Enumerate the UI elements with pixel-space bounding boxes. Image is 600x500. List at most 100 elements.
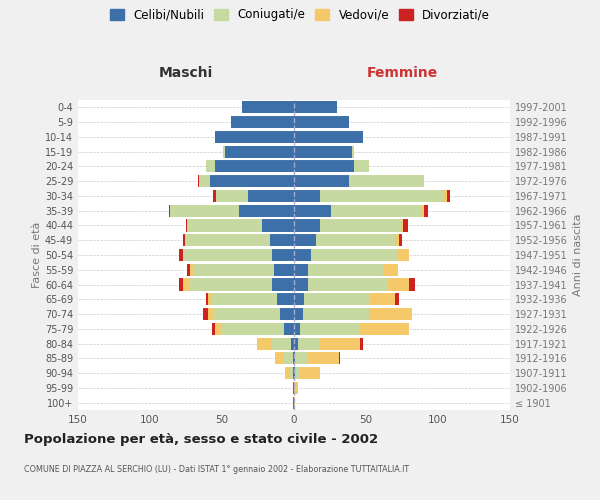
- Bar: [179, 278, 183, 290]
- Bar: [212, 323, 215, 335]
- Bar: [360, 323, 409, 335]
- Bar: [257, 338, 271, 349]
- Bar: [308, 278, 388, 290]
- Bar: [271, 338, 291, 349]
- Bar: [215, 323, 221, 335]
- Bar: [320, 220, 401, 232]
- Bar: [203, 308, 208, 320]
- Bar: [286, 367, 290, 379]
- Bar: [409, 278, 415, 290]
- Bar: [399, 234, 402, 246]
- Bar: [183, 278, 189, 290]
- Bar: [294, 323, 300, 335]
- Bar: [290, 367, 293, 379]
- Bar: [274, 264, 294, 276]
- Bar: [294, 204, 331, 217]
- Bar: [187, 220, 262, 232]
- Bar: [444, 190, 446, 202]
- Bar: [308, 264, 383, 276]
- Bar: [304, 293, 370, 306]
- Bar: [294, 264, 308, 276]
- Bar: [294, 220, 320, 232]
- Bar: [187, 264, 190, 276]
- Text: Popolazione per età, sesso e stato civile - 2002: Popolazione per età, sesso e stato civil…: [24, 432, 378, 446]
- Bar: [293, 382, 294, 394]
- Bar: [300, 367, 320, 379]
- Bar: [170, 204, 239, 217]
- Bar: [403, 220, 408, 232]
- Bar: [320, 190, 444, 202]
- Bar: [295, 352, 307, 364]
- Bar: [446, 190, 449, 202]
- Bar: [293, 367, 294, 379]
- Bar: [269, 234, 294, 246]
- Bar: [293, 352, 294, 364]
- Bar: [294, 190, 320, 202]
- Bar: [395, 293, 399, 306]
- Bar: [248, 190, 294, 202]
- Bar: [183, 249, 272, 261]
- Bar: [294, 382, 298, 394]
- Bar: [183, 234, 185, 246]
- Bar: [331, 204, 421, 217]
- Bar: [239, 204, 294, 217]
- Bar: [186, 220, 187, 232]
- Bar: [294, 175, 349, 187]
- Bar: [284, 323, 294, 335]
- Bar: [338, 352, 340, 364]
- Bar: [189, 278, 272, 290]
- Bar: [277, 293, 294, 306]
- Bar: [262, 220, 294, 232]
- Legend: Celibi/Nubili, Coniugati/e, Vedovi/e, Divorziati/e: Celibi/Nubili, Coniugati/e, Vedovi/e, Di…: [107, 6, 493, 24]
- Bar: [223, 146, 225, 158]
- Bar: [398, 249, 409, 261]
- Bar: [302, 308, 369, 320]
- Text: COMUNE DI PIAZZA AL SERCHIO (LU) - Dati ISTAT 1° gennaio 2002 - Elaborazione TUT: COMUNE DI PIAZZA AL SERCHIO (LU) - Dati …: [24, 465, 409, 474]
- Bar: [225, 146, 294, 158]
- Bar: [186, 234, 269, 246]
- Bar: [221, 323, 284, 335]
- Bar: [294, 278, 308, 290]
- Bar: [383, 264, 398, 276]
- Bar: [349, 175, 424, 187]
- Bar: [294, 396, 295, 408]
- Bar: [320, 338, 360, 349]
- Bar: [280, 308, 294, 320]
- Bar: [352, 146, 355, 158]
- Bar: [242, 102, 294, 114]
- Bar: [215, 131, 294, 143]
- Text: Maschi: Maschi: [159, 66, 213, 80]
- Bar: [208, 293, 212, 306]
- Bar: [307, 352, 338, 364]
- Bar: [179, 249, 183, 261]
- Bar: [215, 160, 294, 172]
- Bar: [294, 102, 337, 114]
- Bar: [206, 293, 208, 306]
- Bar: [294, 367, 295, 379]
- Bar: [216, 190, 248, 202]
- Bar: [185, 234, 186, 246]
- Bar: [311, 249, 398, 261]
- Bar: [230, 116, 294, 128]
- Bar: [395, 234, 399, 246]
- Bar: [294, 116, 349, 128]
- Bar: [294, 308, 302, 320]
- Bar: [214, 308, 280, 320]
- Bar: [294, 352, 295, 364]
- Bar: [190, 264, 193, 276]
- Bar: [316, 234, 395, 246]
- Bar: [211, 175, 294, 187]
- Bar: [294, 234, 316, 246]
- Bar: [355, 160, 369, 172]
- Bar: [212, 293, 277, 306]
- Bar: [370, 293, 395, 306]
- Bar: [193, 264, 274, 276]
- Bar: [197, 175, 199, 187]
- Bar: [199, 175, 211, 187]
- Bar: [295, 367, 300, 379]
- Bar: [360, 338, 363, 349]
- Bar: [169, 204, 170, 217]
- Bar: [206, 160, 215, 172]
- Y-axis label: Anni di nascita: Anni di nascita: [573, 214, 583, 296]
- Bar: [272, 249, 294, 261]
